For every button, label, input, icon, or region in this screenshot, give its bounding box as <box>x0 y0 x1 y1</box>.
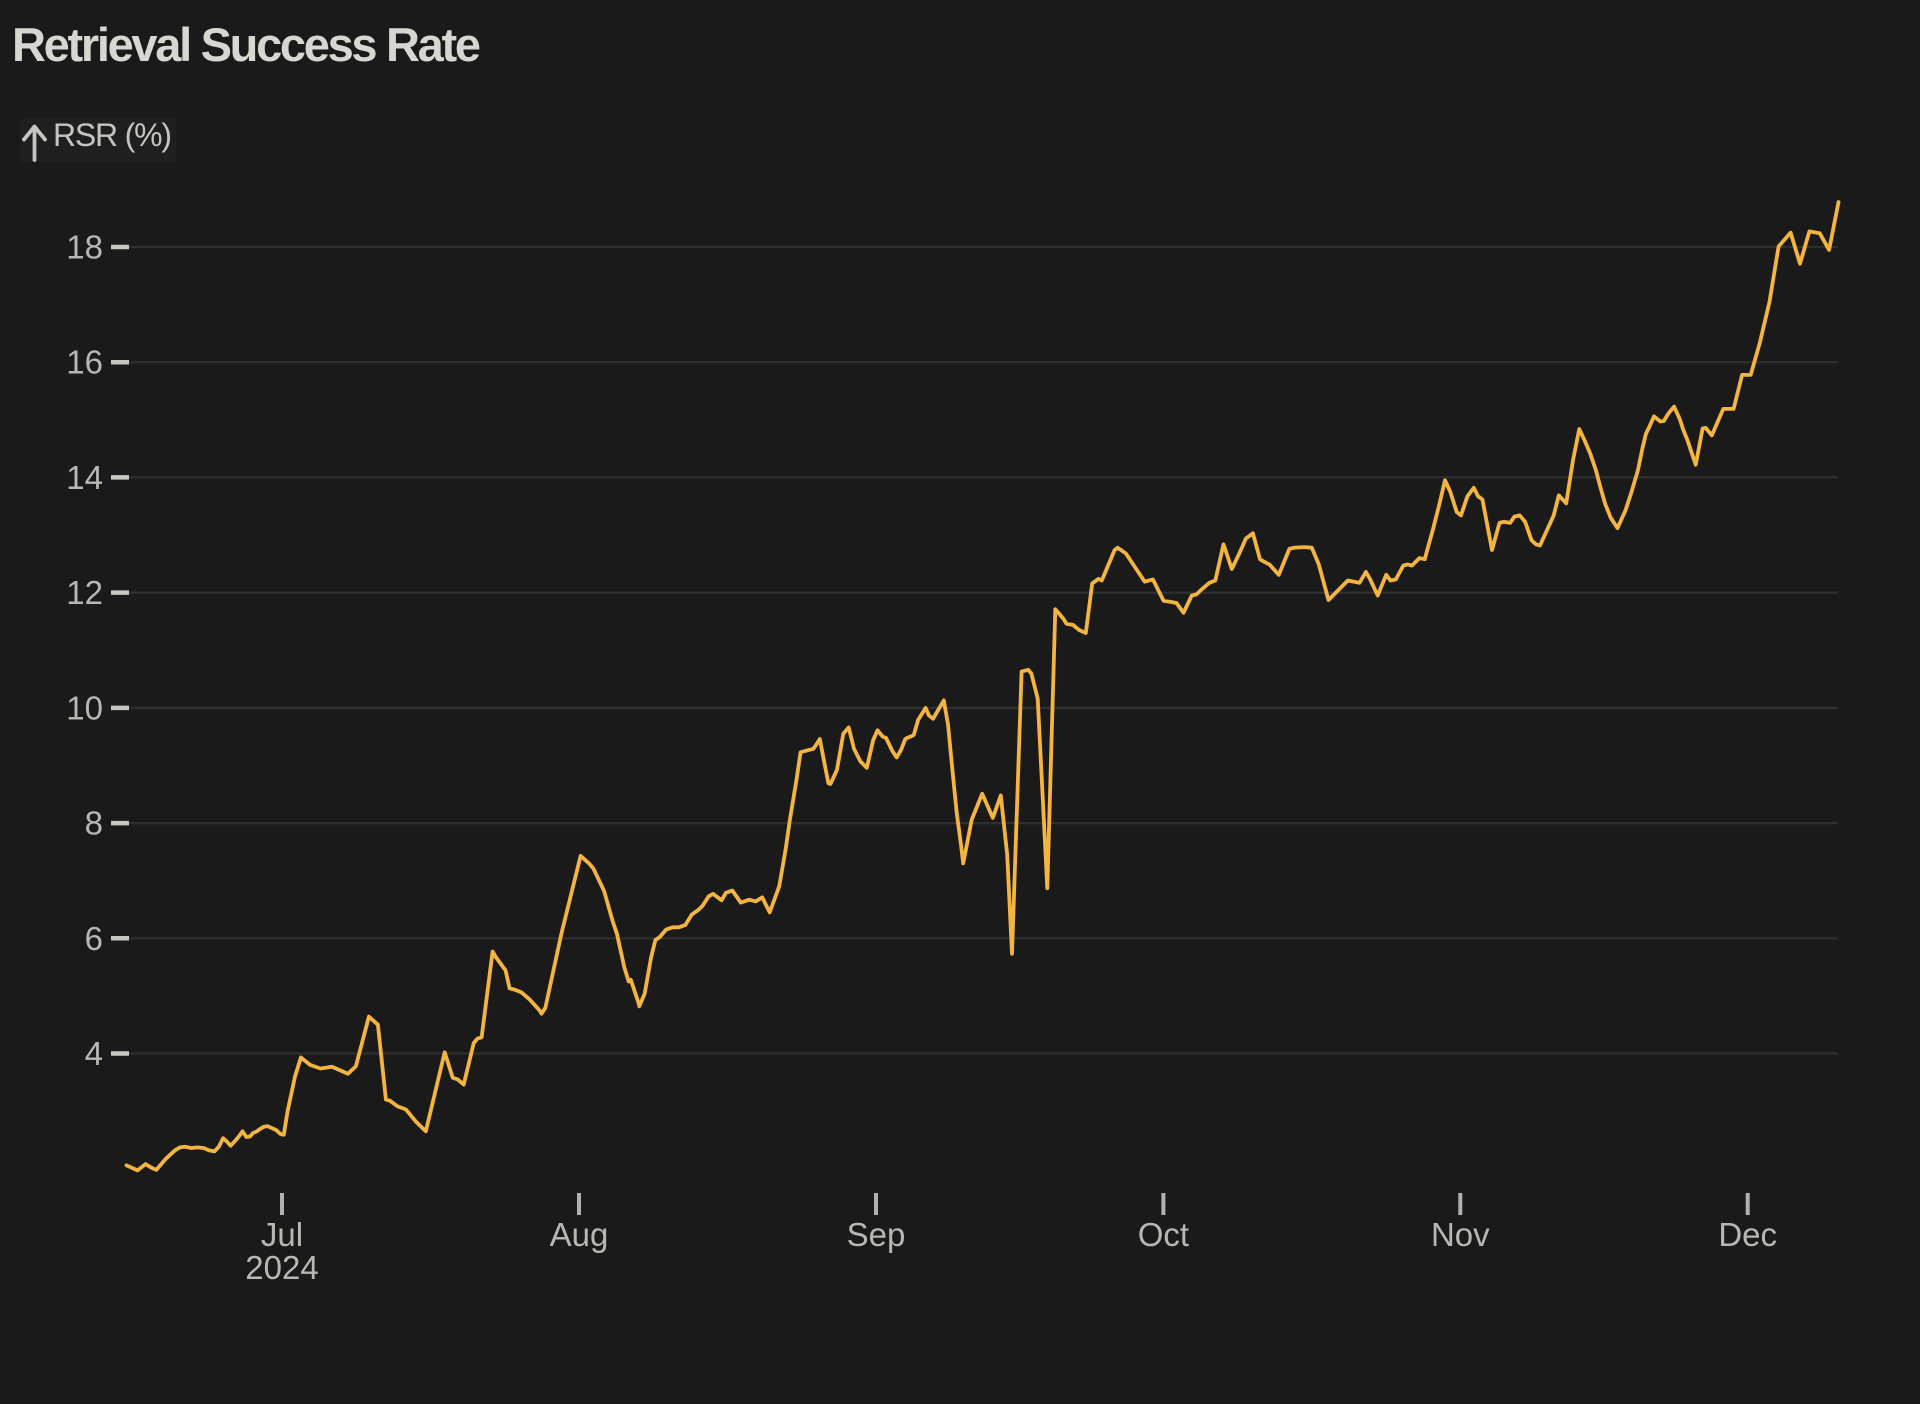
svg-text:16: 16 <box>66 344 103 381</box>
svg-text:14: 14 <box>66 459 103 496</box>
svg-text:6: 6 <box>85 920 103 957</box>
svg-text:Dec: Dec <box>1718 1216 1777 1253</box>
svg-text:10: 10 <box>66 689 103 726</box>
svg-text:12: 12 <box>66 574 103 611</box>
svg-text:8: 8 <box>85 805 103 842</box>
svg-text:Jul: Jul <box>261 1216 303 1253</box>
svg-text:18: 18 <box>66 229 103 266</box>
svg-text:Nov: Nov <box>1431 1216 1490 1253</box>
svg-text:Sep: Sep <box>847 1216 906 1253</box>
svg-text:RSR (%): RSR (%) <box>53 117 171 153</box>
svg-text:Aug: Aug <box>550 1216 609 1253</box>
svg-text:4: 4 <box>85 1035 103 1072</box>
svg-text:Retrieval Success Rate: Retrieval Success Rate <box>12 18 480 71</box>
svg-text:2024: 2024 <box>245 1249 318 1286</box>
svg-text:Oct: Oct <box>1138 1216 1189 1253</box>
